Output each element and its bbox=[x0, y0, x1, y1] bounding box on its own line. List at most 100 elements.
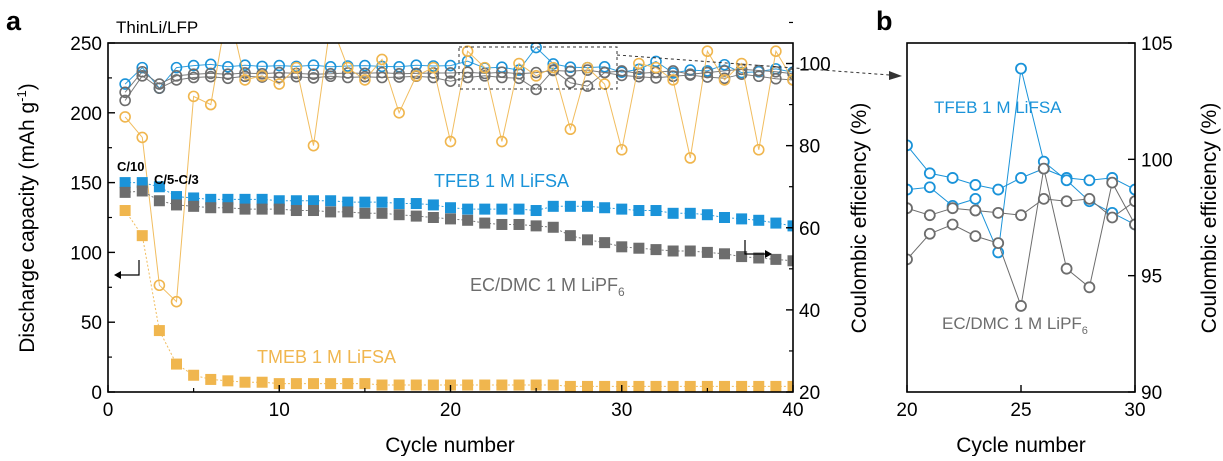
data-point-a-0-37 bbox=[753, 214, 765, 226]
series-line-a-6 bbox=[124, 43, 793, 303]
data-point-a-5-12 bbox=[324, 70, 337, 83]
data-point-b-0-4 bbox=[992, 183, 1005, 196]
x-tick-label-a-0: 0 bbox=[103, 400, 114, 421]
data-point-a-2-39 bbox=[787, 380, 793, 392]
data-point-b-3-1 bbox=[923, 227, 936, 240]
panel-a-letter: a bbox=[6, 6, 22, 36]
data-point-b-0-10 bbox=[1129, 183, 1135, 196]
data-point-a-4-3 bbox=[170, 70, 183, 82]
data-point-a-0-13 bbox=[342, 196, 354, 208]
data-point-a-5-6 bbox=[222, 72, 234, 85]
data-point-a-1-16 bbox=[393, 209, 405, 221]
data-point-a-6-0 bbox=[119, 111, 131, 123]
data-point-a-6-21 bbox=[478, 61, 491, 74]
data-point-a-3-6 bbox=[222, 61, 234, 73]
data-point-a-0-5 bbox=[205, 193, 217, 205]
right-axis-arrow-head bbox=[765, 250, 772, 258]
panel-b-letter: b bbox=[876, 6, 893, 36]
data-point-a-0-34 bbox=[701, 209, 713, 221]
data-point-b-2-0 bbox=[907, 202, 913, 215]
data-point-a-6-12 bbox=[326, 17, 336, 27]
data-point-a-6-38 bbox=[770, 45, 782, 58]
data-point-a-0-38 bbox=[770, 217, 782, 229]
data-point-a-2-21 bbox=[479, 379, 491, 391]
y-tick-label-left-a-4: 200 bbox=[70, 104, 102, 125]
data-point-a-0-28 bbox=[599, 202, 611, 214]
data-point-a-1-24 bbox=[530, 220, 542, 232]
data-point-a-5-22 bbox=[496, 71, 508, 84]
data-point-a-1-4 bbox=[188, 200, 200, 212]
data-point-a-2-9 bbox=[273, 378, 285, 390]
data-point-a-6-30 bbox=[633, 57, 645, 70]
data-point-a-2-18 bbox=[427, 379, 439, 391]
data-point-b-3-8 bbox=[1083, 281, 1096, 294]
plot-a-data bbox=[119, 1, 793, 392]
data-point-a-4-38 bbox=[770, 65, 782, 78]
data-point-a-6-1 bbox=[136, 131, 149, 144]
data-point-b-2-7 bbox=[1060, 195, 1073, 208]
data-point-a-4-6 bbox=[222, 68, 234, 81]
data-point-b-3-10 bbox=[1129, 218, 1135, 231]
data-point-a-5-3 bbox=[170, 74, 183, 86]
data-point-a-2-17 bbox=[410, 379, 422, 391]
data-point-a-6-11 bbox=[307, 139, 320, 152]
data-point-a-5-26 bbox=[564, 77, 577, 89]
data-point-a-0-25 bbox=[547, 200, 559, 212]
zoom-arrow-head bbox=[889, 71, 902, 80]
data-point-b-2-8 bbox=[1083, 192, 1096, 205]
data-point-b-1-7 bbox=[1060, 174, 1073, 187]
data-point-b-1-1 bbox=[923, 181, 936, 194]
data-point-a-0-36 bbox=[736, 213, 748, 225]
data-point-a-1-0 bbox=[119, 186, 131, 198]
data-point-a-3-1 bbox=[136, 61, 149, 74]
data-point-a-6-6 bbox=[223, 1, 233, 11]
data-point-a-5-5 bbox=[204, 70, 217, 83]
data-point-a-0-26 bbox=[564, 200, 576, 212]
x-tick-label-b-1: 25 bbox=[1010, 400, 1031, 421]
data-point-a-0-10 bbox=[290, 195, 302, 207]
data-point-a-6-23 bbox=[513, 57, 525, 70]
rate-label-c5-c3: C/5-C/3 bbox=[154, 172, 199, 187]
data-point-a-5-23 bbox=[513, 72, 525, 85]
data-point-a-0-31 bbox=[650, 205, 662, 217]
data-point-a-1-5 bbox=[205, 202, 217, 214]
series-line-a-2 bbox=[124, 210, 793, 387]
data-point-a-1-13 bbox=[342, 206, 354, 218]
data-point-a-6-22 bbox=[496, 135, 508, 148]
x-tick-label-a-3: 30 bbox=[611, 400, 632, 421]
data-point-b-2-9 bbox=[1106, 211, 1119, 224]
data-point-a-2-23 bbox=[513, 379, 525, 391]
data-point-a-6-15 bbox=[376, 53, 388, 66]
data-point-b-1-0 bbox=[907, 183, 913, 196]
data-point-a-0-32 bbox=[667, 207, 679, 219]
data-point-a-0-0 bbox=[119, 177, 131, 189]
data-point-a-1-34 bbox=[701, 246, 713, 258]
data-point-a-6-36 bbox=[735, 57, 748, 70]
data-point-a-4-39 bbox=[787, 67, 793, 80]
data-point-a-6-34 bbox=[701, 45, 714, 58]
data-point-a-1-26 bbox=[564, 230, 576, 242]
data-point-a-0-17 bbox=[410, 198, 422, 210]
zoom-region-box bbox=[458, 46, 618, 90]
data-point-a-2-22 bbox=[496, 379, 508, 391]
data-point-a-5-36 bbox=[735, 68, 748, 81]
data-point-a-5-19 bbox=[444, 75, 457, 87]
data-point-a-1-11 bbox=[308, 205, 319, 217]
data-point-b-3-6 bbox=[1037, 162, 1050, 175]
data-point-a-0-24 bbox=[530, 205, 542, 217]
data-point-a-1-9 bbox=[273, 203, 285, 215]
data-point-b-3-0 bbox=[907, 253, 913, 266]
data-point-b-2-5 bbox=[1015, 209, 1027, 222]
data-point-a-5-20 bbox=[461, 71, 474, 84]
data-point-a-4-0 bbox=[119, 86, 131, 99]
data-point-a-2-25 bbox=[547, 379, 559, 391]
data-point-b-2-4 bbox=[992, 206, 1005, 219]
data-point-a-5-10 bbox=[290, 70, 303, 83]
data-point-a-1-25 bbox=[547, 221, 559, 233]
data-point-a-3-24 bbox=[530, 43, 542, 54]
data-point-a-3-28 bbox=[598, 61, 611, 73]
data-point-a-2-33 bbox=[684, 380, 696, 392]
